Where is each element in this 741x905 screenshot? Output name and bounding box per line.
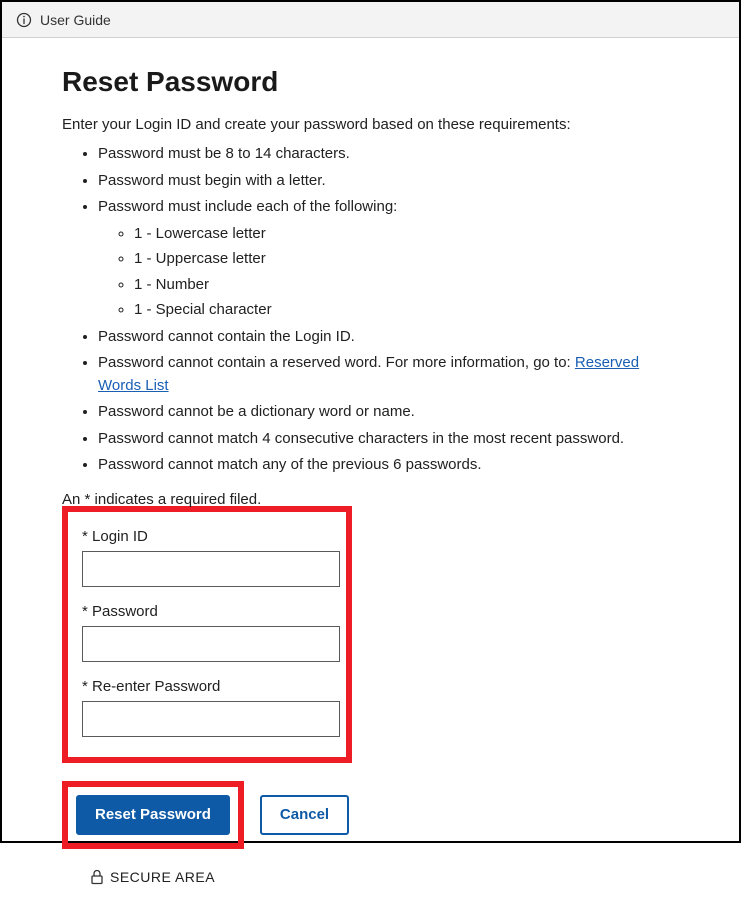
req-item: Password cannot contain a reserved word.… — [98, 352, 679, 397]
repassword-label: * Re-enter Password — [82, 678, 332, 695]
sub-req-item: 1 - Lowercase letter — [134, 223, 679, 246]
topbar-label: User Guide — [40, 12, 111, 28]
password-field-group: * Password — [82, 603, 332, 662]
req-item: Password must include each of the follow… — [98, 196, 679, 322]
sub-req-item: 1 - Number — [134, 274, 679, 297]
req-item: Password cannot be a dictionary word or … — [98, 401, 679, 424]
requirements-list: Password must be 8 to 14 characters. Pas… — [62, 143, 679, 477]
secure-area: SECURE AREA — [62, 869, 679, 885]
main-content: Reset Password Enter your Login ID and c… — [2, 38, 739, 905]
sub-requirements-list: 1 - Lowercase letter 1 - Uppercase lette… — [98, 223, 679, 322]
password-label: * Password — [82, 603, 332, 620]
sub-req-item: 1 - Special character — [134, 299, 679, 322]
buttons-row: Reset Password Cancel — [62, 781, 679, 849]
intro-text: Enter your Login ID and create your pass… — [62, 116, 679, 133]
topbar: User Guide — [2, 2, 739, 38]
password-input[interactable] — [82, 626, 340, 662]
req-item: Password cannot match any of the previou… — [98, 454, 679, 477]
login-field-group: * Login ID — [82, 528, 332, 587]
cancel-button[interactable]: Cancel — [260, 795, 349, 835]
login-input[interactable] — [82, 551, 340, 587]
req-item-text: Password must include each of the follow… — [98, 198, 397, 215]
req-item: Password must begin with a letter. — [98, 170, 679, 193]
form-highlight-box: * Login ID * Password * Re-enter Passwor… — [62, 506, 352, 763]
reset-password-button[interactable]: Reset Password — [76, 795, 230, 835]
req-item: Password cannot match 4 consecutive char… — [98, 428, 679, 451]
secure-label: SECURE AREA — [110, 869, 215, 885]
page-title: Reset Password — [62, 66, 679, 98]
req-item-text: Password cannot contain a reserved word.… — [98, 354, 575, 371]
lock-icon — [90, 869, 104, 885]
app-frame: User Guide Reset Password Enter your Log… — [0, 0, 741, 843]
login-label: * Login ID — [82, 528, 332, 545]
repassword-input[interactable] — [82, 701, 340, 737]
sub-req-item: 1 - Uppercase letter — [134, 248, 679, 271]
repassword-field-group: * Re-enter Password — [82, 678, 332, 737]
required-note: An * indicates a required filed. — [62, 491, 679, 508]
req-item: Password must be 8 to 14 characters. — [98, 143, 679, 166]
req-item: Password cannot contain the Login ID. — [98, 326, 679, 349]
primary-button-highlight: Reset Password — [62, 781, 244, 849]
info-icon — [16, 12, 32, 28]
